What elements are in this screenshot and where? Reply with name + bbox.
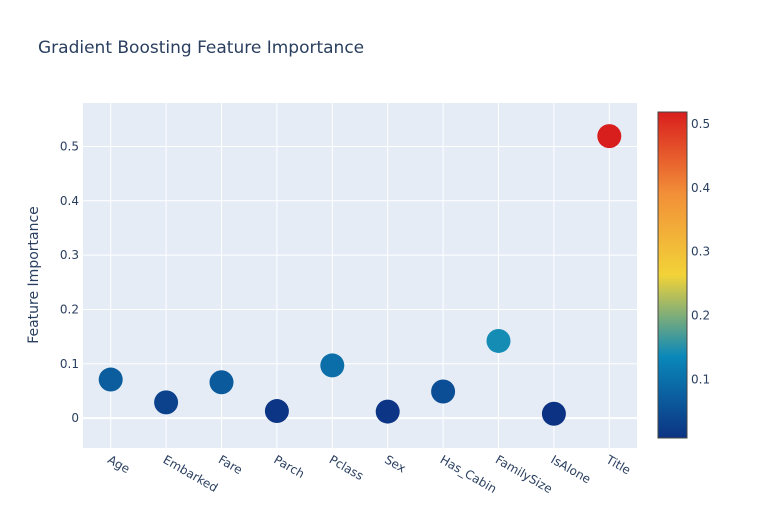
- x-tick-label: FamilySize: [493, 452, 555, 496]
- x-tick-label: Has_Cabin: [438, 452, 499, 496]
- y-tick-label: 0: [71, 411, 79, 425]
- data-point-embarked[interactable]: [154, 390, 179, 415]
- x-tick-label: Parch: [271, 452, 307, 481]
- colorbar: 0.1 0.2 0.3 0.4 0.5: [657, 111, 710, 439]
- y-tick-label: 0.4: [60, 194, 79, 208]
- data-point-familysize[interactable]: [486, 328, 511, 353]
- colorbar-tick-label: 0.1: [691, 372, 710, 386]
- y-tick-label: 0.5: [60, 139, 79, 153]
- data-point-has-cabin[interactable]: [431, 379, 456, 404]
- data-point-fare[interactable]: [209, 370, 234, 395]
- data-point-parch[interactable]: [264, 399, 289, 424]
- data-point-title[interactable]: [597, 124, 622, 149]
- y-axis-ticks: 0 0.1 0.2 0.3 0.4 0.5: [60, 139, 79, 425]
- x-tick-label: Fare: [216, 452, 245, 477]
- data-point-isalone[interactable]: [541, 401, 566, 426]
- colorbar-tick-label: 0.5: [691, 117, 710, 131]
- chart-title: Gradient Boosting Feature Importance: [38, 38, 364, 58]
- data-point-age[interactable]: [98, 367, 123, 392]
- colorbar-tick-label: 0.2: [691, 309, 710, 323]
- colorbar-tick-label: 0.4: [691, 181, 710, 195]
- x-tick-label: Age: [105, 452, 132, 476]
- plot-area: [83, 103, 637, 448]
- x-tick-label: Title: [603, 452, 633, 477]
- data-point-sex[interactable]: [375, 399, 400, 424]
- y-tick-label: 0.1: [60, 357, 79, 371]
- y-tick-label: 0.3: [60, 248, 79, 262]
- colorbar-gradient: [657, 111, 688, 439]
- colorbar-tick-label: 0.3: [691, 245, 710, 259]
- x-tick-label: Pclass: [327, 452, 366, 483]
- data-points: [98, 124, 622, 426]
- x-tick-label: Embarked: [161, 452, 221, 494]
- y-axis-title: Feature Importance: [26, 206, 42, 344]
- x-tick-label: Sex: [382, 452, 408, 475]
- y-tick-label: 0.2: [60, 302, 79, 316]
- data-point-pclass[interactable]: [320, 353, 345, 378]
- x-tick-label: IsAlone: [548, 452, 593, 486]
